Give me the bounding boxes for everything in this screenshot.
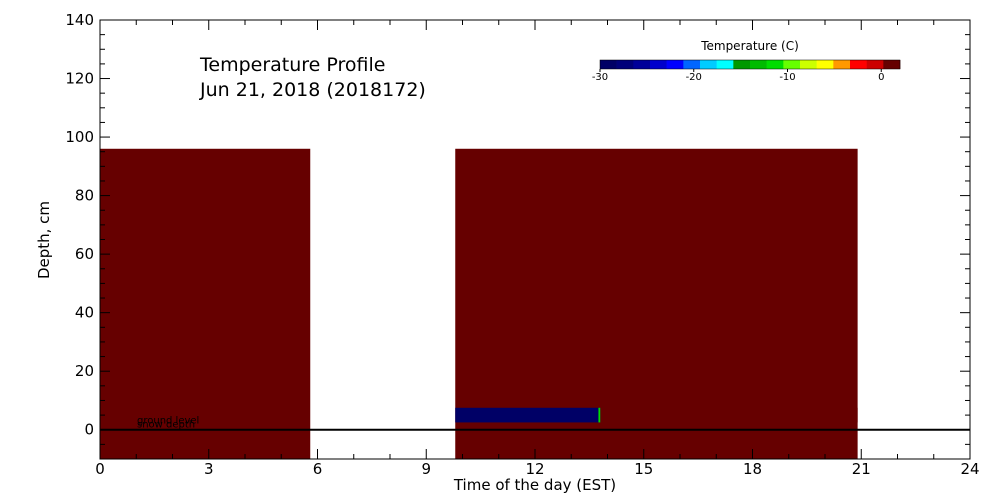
colorbar-tick-label: -30 [592, 72, 608, 83]
colorbar-swatch-1 [616, 60, 634, 69]
colorbar-swatches [600, 60, 901, 69]
colorbar-swatch-3 [650, 60, 667, 69]
colorbar-swatch-11 [783, 60, 801, 69]
colorbar-swatch-2 [633, 60, 651, 69]
y-axis-label: Depth, cm [35, 201, 53, 279]
colorbar-swatch-7 [716, 60, 734, 69]
x-tick-label: 6 [313, 460, 323, 478]
heatmap-cell-3 [598, 407, 601, 423]
colorbar-swatch-6 [700, 60, 717, 69]
heatmap-cell-2 [455, 407, 601, 423]
y-tick-label: 60 [75, 245, 94, 263]
colorbar-title: Temperature (C) [700, 39, 799, 53]
colorbar-swatch-8 [733, 60, 751, 69]
colorbar-swatch-0 [600, 60, 617, 69]
x-tick-label: 15 [634, 460, 653, 478]
colorbar-ticks: -30 -20 -10 0 [592, 69, 884, 83]
y-tick-label: 140 [65, 11, 94, 29]
y-tick-label: 80 [75, 187, 94, 205]
y-tick-label: 20 [75, 362, 94, 380]
heatmap-cell-4 [745, 407, 858, 423]
heatmap-cells [100, 148, 858, 460]
colorbar-swatch-13 [816, 60, 834, 69]
x-tick-label: 3 [204, 460, 214, 478]
colorbar-swatch-5 [683, 60, 701, 69]
ground-level-label: ground level [137, 416, 199, 427]
snow-depth-label: snow depth [137, 420, 195, 431]
chart-subtitle: Jun 21, 2018 (2018172) [199, 79, 426, 101]
heatmap-cell-0 [100, 148, 311, 460]
x-axis-label: Time of the day (EST) [453, 476, 616, 494]
colorbar-frame [599, 59, 901, 70]
colorbar-swatch-17 [883, 60, 901, 69]
colorbar-swatch-10 [766, 60, 784, 69]
colorbar-swatch-9 [750, 60, 767, 69]
y-tick-label: 120 [65, 70, 94, 88]
colorbar-tick-label: 0 [878, 72, 884, 83]
colorbar-swatch-14 [833, 60, 851, 69]
colorbar-swatch-16 [866, 60, 884, 69]
y-tick-label: 100 [65, 128, 94, 146]
colorbar-swatch-15 [850, 60, 867, 69]
x-tick-label: 18 [743, 460, 762, 478]
colorbar-swatch-12 [800, 60, 817, 69]
x-tick-label: 12 [525, 460, 544, 478]
y-axis-ticks: 0 20 40 60 80 100 120 140 [65, 11, 970, 460]
colorbar-swatch-4 [666, 60, 684, 69]
x-tick-label: 0 [95, 460, 105, 478]
chart-title: Temperature Profile [199, 54, 385, 76]
y-tick-label: 0 [84, 421, 94, 439]
heatmap-cell-1 [455, 148, 858, 460]
y-tick-label: 40 [75, 304, 94, 322]
x-axis-ticks: 0 3 6 9 12 15 18 21 24 [95, 20, 980, 478]
x-tick-label: 24 [960, 460, 979, 478]
colorbar: Temperature (C) -30 -20 -10 0 [592, 39, 901, 83]
x-tick-label: 21 [852, 460, 871, 478]
x-tick-label: 9 [421, 460, 431, 478]
colorbar-tick-label: -20 [686, 72, 702, 83]
colorbar-tick-label: -10 [779, 72, 795, 83]
